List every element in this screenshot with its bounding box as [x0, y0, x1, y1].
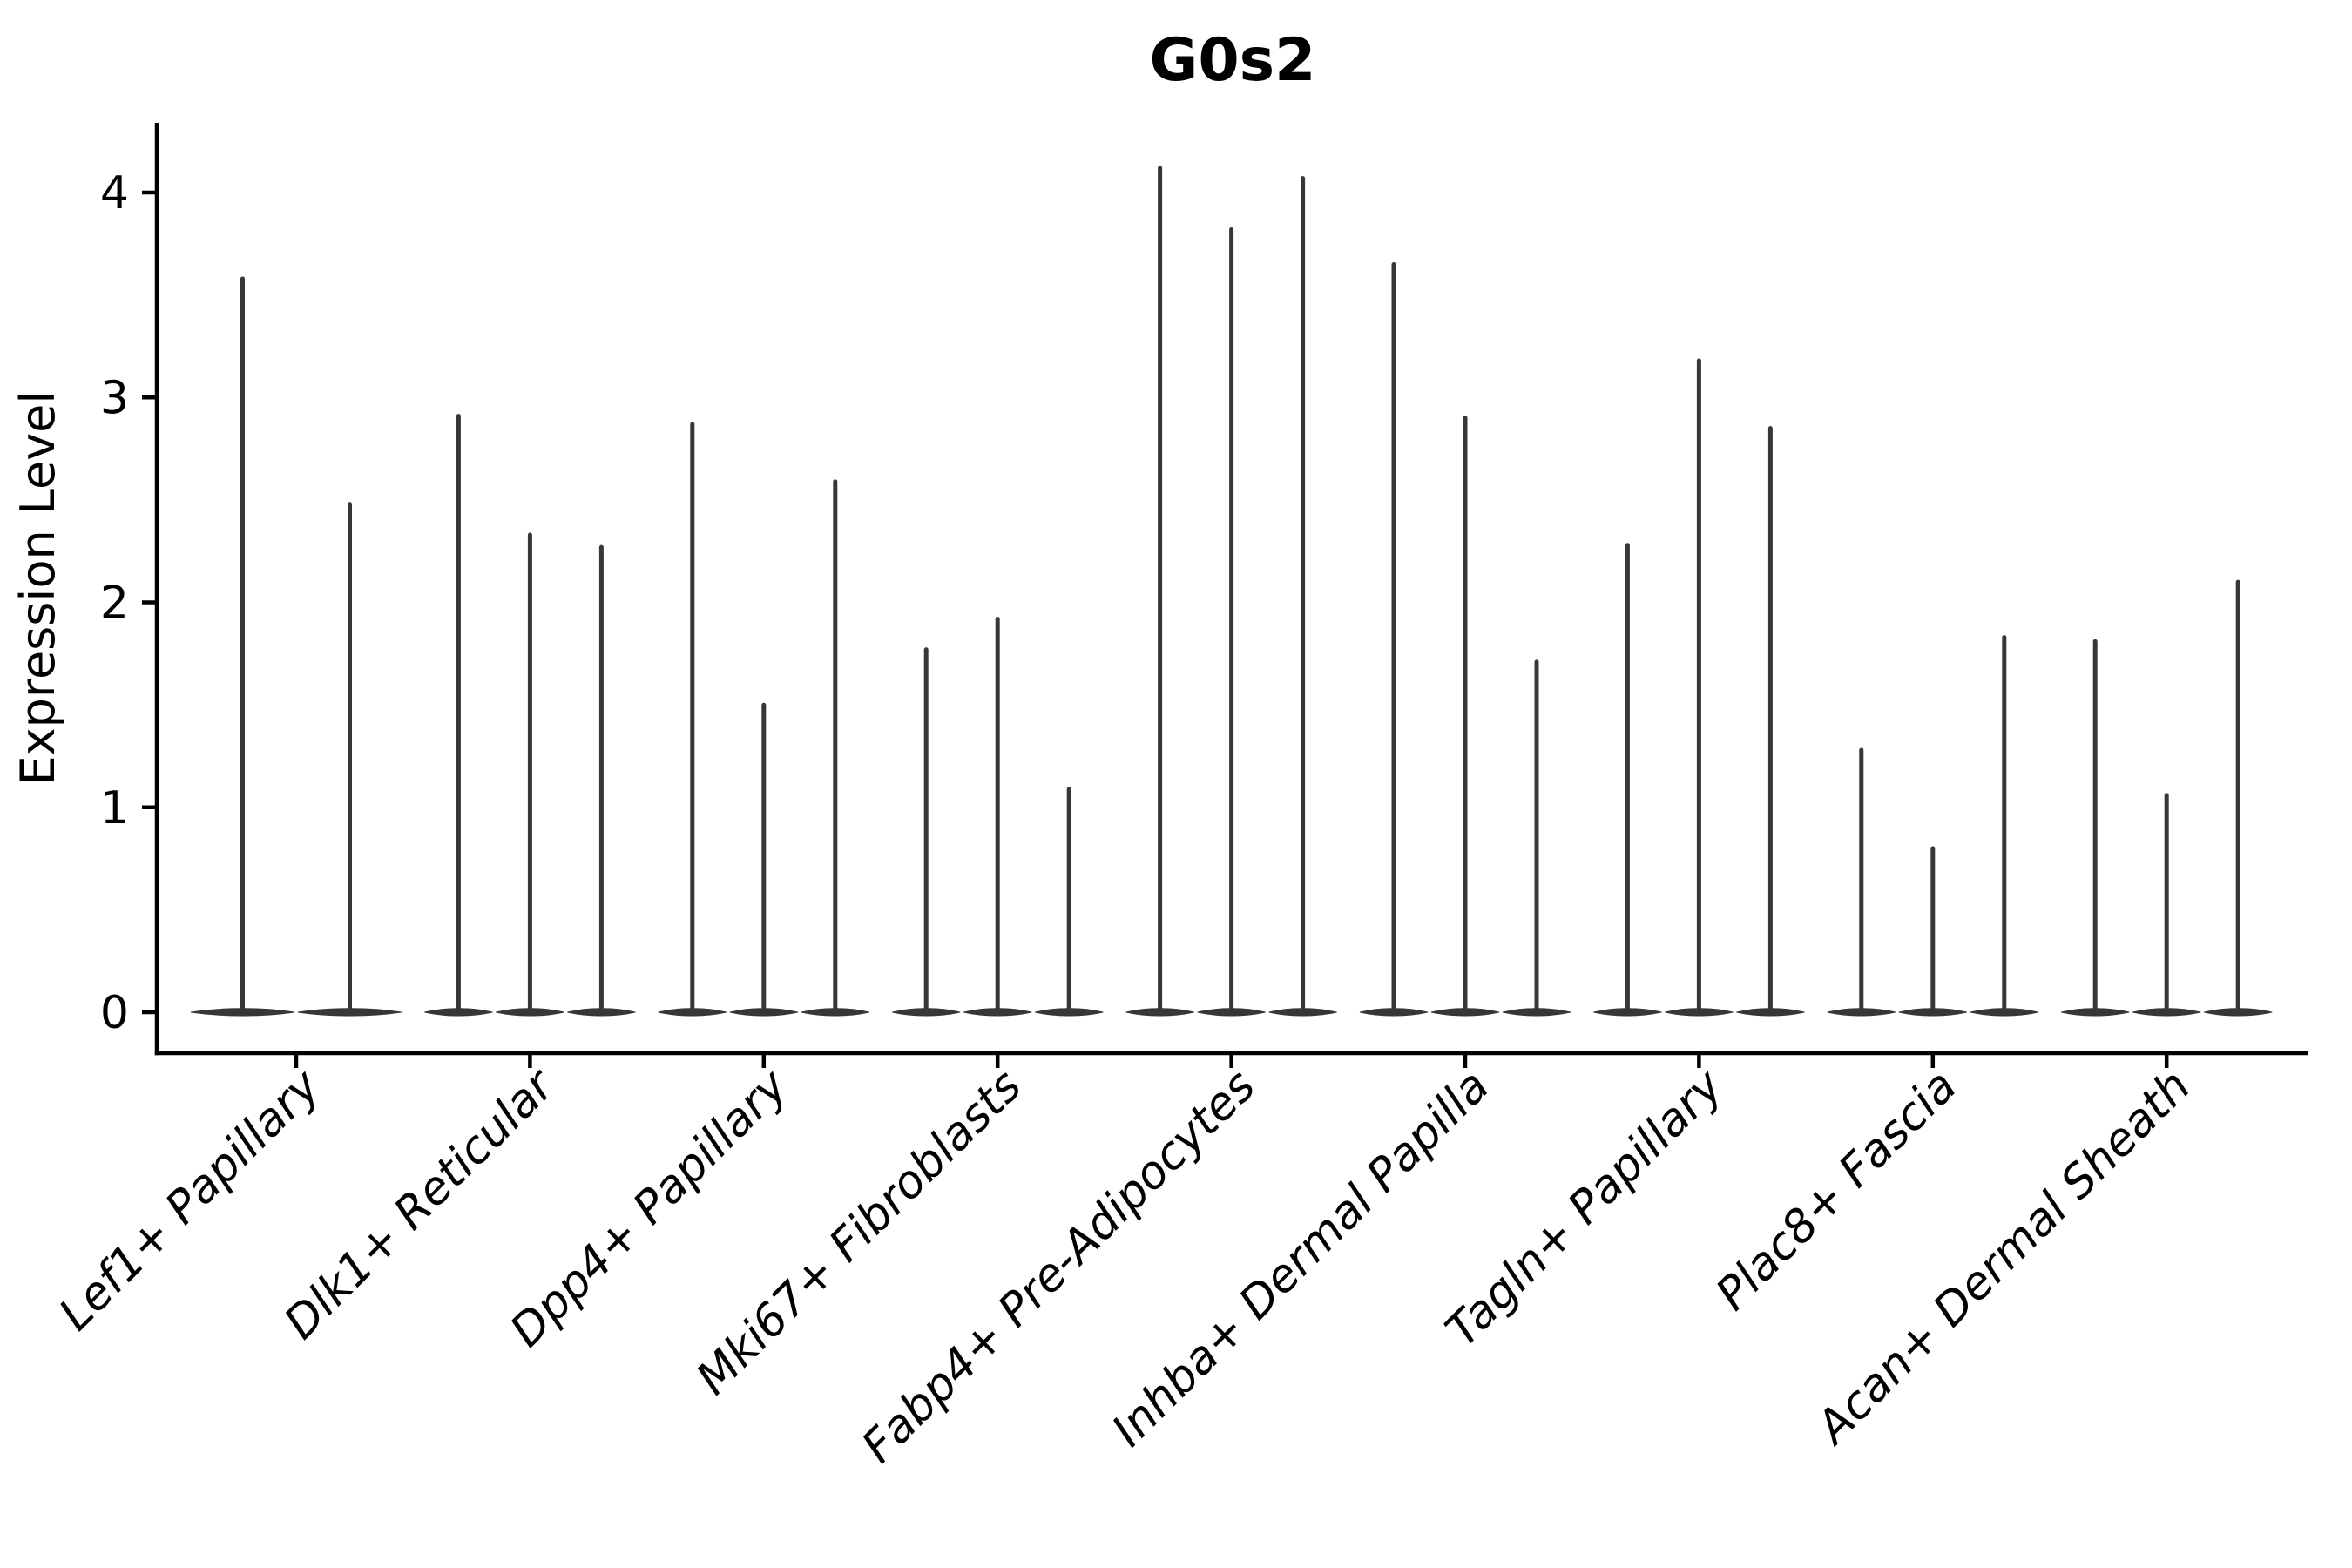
violin-group — [1827, 635, 2038, 1017]
violin-group — [2061, 579, 2273, 1017]
y-tick-label: 4 — [100, 167, 129, 220]
violin-group — [658, 422, 869, 1017]
y-tick-layer: 0 1 2 3 4 — [100, 167, 155, 1039]
violin-group — [424, 414, 636, 1017]
y-tick-label: 1 — [100, 782, 129, 835]
y-tick-label: 2 — [100, 578, 129, 630]
x-category-label: Inhba+ Dermal Papilla — [1102, 1060, 1499, 1457]
violin-group — [1359, 261, 1571, 1017]
violin-group — [1593, 358, 1805, 1017]
y-axis-label: Expression Level — [10, 391, 65, 786]
x-category-label: Fabp4+ Pre-Adipocytes — [852, 1060, 1266, 1474]
violin-group — [1125, 166, 1337, 1017]
violin-group — [892, 616, 1104, 1017]
violins-layer — [190, 166, 2273, 1017]
x-category-label: Acan+ Dermal Sheath — [1805, 1060, 2200, 1456]
axes-layer — [154, 123, 2308, 1056]
y-tick-label: 3 — [100, 372, 129, 424]
violin-group — [190, 276, 402, 1017]
y-tick-label: 0 — [100, 987, 129, 1039]
x-category-label: Plac8+ Fascia — [1707, 1060, 1967, 1321]
chart-title: G0s2 — [1150, 26, 1316, 95]
